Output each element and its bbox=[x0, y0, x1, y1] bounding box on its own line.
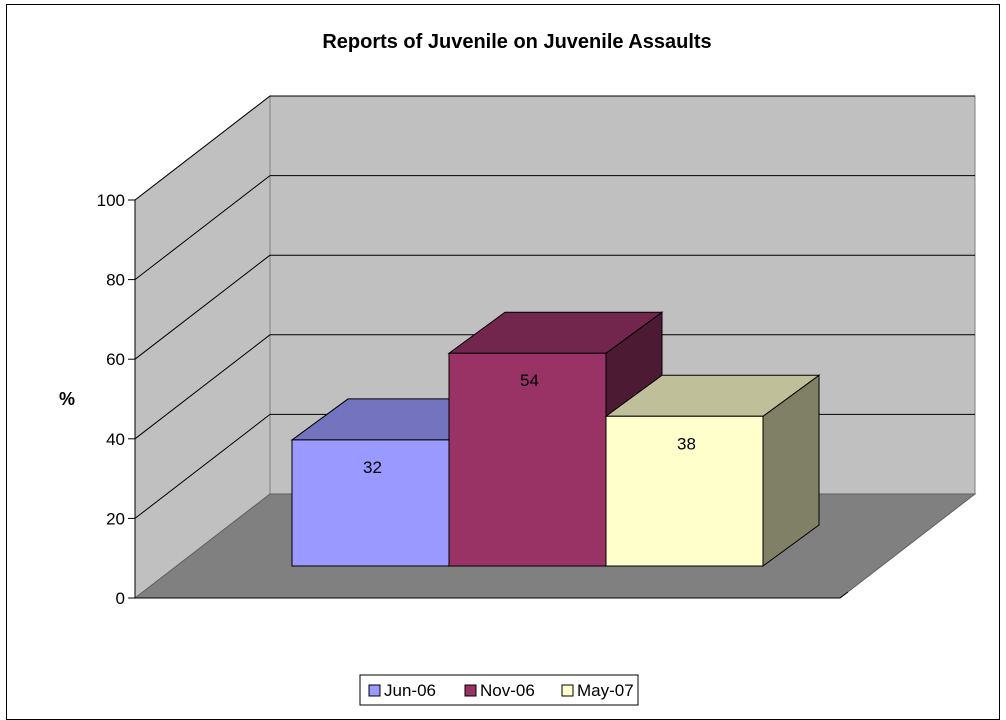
bar-front-face bbox=[605, 415, 764, 567]
legend-swatch bbox=[464, 684, 477, 697]
y-axis-label: % bbox=[59, 389, 75, 409]
legend-label: Nov-06 bbox=[480, 681, 535, 700]
y-tick-label: 40 bbox=[106, 430, 125, 449]
gridline-side bbox=[134, 414, 271, 519]
gridline-side bbox=[134, 334, 271, 440]
data-label: 32 bbox=[363, 458, 382, 477]
x-axis-end-mark bbox=[839, 591, 849, 599]
legend-item-nov-06: Nov-06 bbox=[464, 681, 535, 700]
bar-may-07: 38 bbox=[604, 374, 821, 567]
legend-label: May-07 bbox=[577, 681, 634, 700]
y-tick-label: 20 bbox=[106, 509, 125, 528]
legend-item-may-07: May-07 bbox=[561, 681, 634, 700]
y-tick-label: 80 bbox=[106, 271, 125, 290]
legend[interactable]: Jun-06 Nov-06 May-07 bbox=[359, 674, 639, 706]
gridline-side bbox=[134, 95, 271, 201]
legend-item-jun-06: Jun-06 bbox=[368, 681, 436, 700]
legend-label: Jun-06 bbox=[384, 681, 436, 700]
bars: 32 54 38 bbox=[290, 311, 821, 567]
y-tick-label: 60 bbox=[106, 350, 125, 369]
gridline-side bbox=[134, 175, 271, 280]
chart-title: Reports of Juvenile on Juvenile Assaults bbox=[322, 31, 711, 53]
y-axis: 0 20 40 60 80 100 bbox=[97, 191, 849, 608]
legend-box bbox=[359, 674, 639, 706]
legend-swatch bbox=[561, 684, 574, 697]
y-tick-label: 0 bbox=[116, 589, 125, 608]
y-tick-label: 100 bbox=[97, 191, 125, 210]
bar-front-face bbox=[291, 439, 450, 567]
legend-swatch bbox=[368, 684, 381, 697]
data-label: 38 bbox=[677, 434, 696, 453]
data-label: 54 bbox=[520, 371, 539, 390]
gridline-side bbox=[134, 254, 271, 360]
